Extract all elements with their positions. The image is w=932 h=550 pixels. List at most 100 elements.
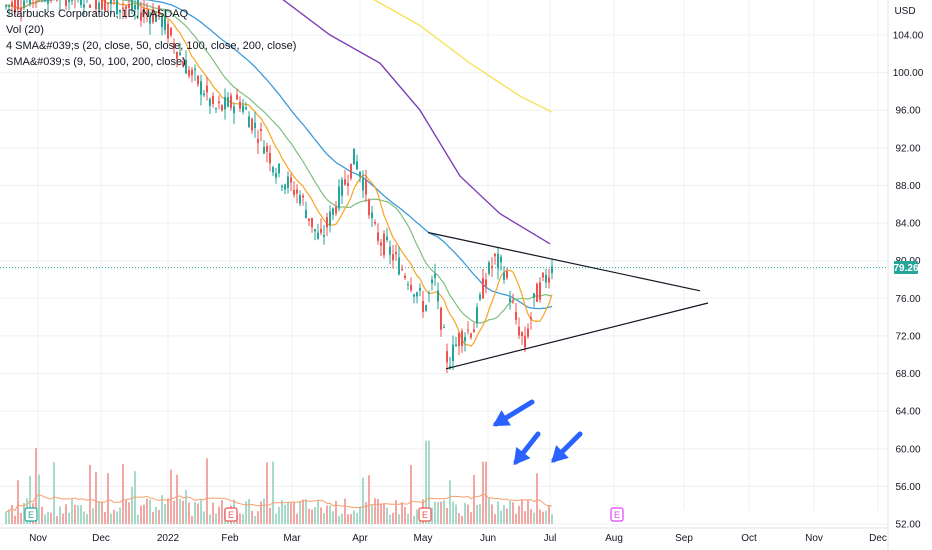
candle-body: [65, 0, 67, 6]
earnings-marker: [610, 507, 624, 522]
legend-sma-short[interactable]: SMA&#039;s (9, 50, 100, 200, close): [6, 56, 186, 68]
candle-body: [83, 4, 85, 8]
candle-body: [395, 252, 397, 255]
volume-bar: [185, 489, 187, 524]
candle-body: [101, 0, 103, 9]
volume-bar: [137, 514, 139, 524]
legend-title[interactable]: Starbucks Corporation, 1D, NASDAQ: [6, 8, 189, 20]
x-tick-label: Nov: [805, 533, 823, 544]
volume-bar: [458, 513, 460, 524]
volume-bar: [506, 508, 508, 524]
volume-bar: [461, 515, 463, 524]
candle-body: [293, 190, 295, 195]
candle-body: [200, 81, 202, 95]
candle-body: [509, 298, 511, 302]
annotation-arrows[interactable]: [492, 399, 583, 466]
volume-bar: [545, 510, 547, 524]
volume-bar: [365, 502, 367, 524]
candle-body: [23, 0, 25, 8]
candle-body: [239, 101, 241, 109]
sma20-line: [6, 0, 553, 324]
candle-body: [182, 61, 184, 66]
earnings-marker-label: E: [422, 510, 428, 520]
triangle-lower-line: [445, 302, 709, 370]
candle-body: [5, 5, 7, 8]
volume-bar: [491, 504, 493, 524]
volume-bar: [38, 474, 40, 524]
volume-bar: [341, 513, 343, 524]
earnings-marker: [418, 507, 432, 522]
candle-body: [401, 268, 403, 270]
candle-body: [20, 7, 22, 11]
candle-body: [290, 177, 292, 183]
volume-bar: [518, 505, 520, 524]
candle-body: [338, 186, 340, 209]
candle-body: [71, 0, 73, 1]
volume-bar: [287, 502, 289, 524]
candle-body: [278, 163, 280, 174]
volume-bar: [68, 512, 70, 524]
time-axis[interactable]: Nov Dec 2022 Feb Mar Apr May Jun Jul Aug Sep Oct Nov…: [0, 527, 888, 544]
volume-bar: [146, 498, 148, 524]
legend-volume[interactable]: Vol (20): [6, 24, 44, 36]
sma50-path: [6, 0, 553, 310]
candle-body: [8, 5, 10, 7]
candle-body: [548, 277, 550, 283]
volume-bar: [473, 474, 475, 524]
volume-bar: [92, 508, 94, 524]
candle-body: [353, 148, 355, 165]
candle-body: [413, 294, 415, 297]
y-tick-label: 104.00: [893, 31, 924, 42]
volume-bar: [11, 504, 13, 524]
y-tick-label: 88.00: [895, 181, 920, 192]
candle-body: [419, 288, 421, 291]
volume-bar: [50, 512, 52, 524]
volume-bar: [488, 498, 490, 524]
volume-bar: [296, 513, 298, 524]
candle-body: [515, 311, 517, 320]
x-tick-label: Dec: [869, 533, 887, 544]
volume-bar: [392, 512, 394, 524]
volume-bar: [299, 501, 301, 524]
price-axis-bg: [888, 0, 932, 550]
volume-bar: [353, 510, 355, 524]
y-tick-label: 92.00: [895, 143, 920, 154]
volume-bar: [275, 513, 277, 524]
volume-bar: [41, 506, 43, 524]
volume-bar: [71, 499, 73, 524]
candle-body: [326, 217, 328, 228]
volume-bar: [17, 480, 19, 524]
volume-bar: [89, 464, 91, 524]
candle-body: [524, 335, 526, 348]
y-tick-label: 60.00: [895, 444, 920, 455]
volume-bar: [281, 500, 283, 524]
candle-body: [374, 221, 376, 224]
price-axis[interactable]: USD104.00100.0096.0092.0088.0084.0080.00…: [887, 0, 932, 550]
volume-bar: [215, 513, 217, 524]
candle-body: [248, 116, 250, 128]
candle-body: [545, 275, 547, 283]
volume-bar: [440, 501, 442, 524]
candle-body: [149, 16, 151, 24]
volume-bar: [332, 511, 334, 524]
sma20-path: [6, 0, 553, 324]
candle-body: [143, 8, 145, 15]
y-tick-label: 56.00: [895, 482, 920, 493]
volume-bar: [248, 499, 250, 524]
candle-body: [347, 183, 349, 186]
candle-body: [197, 75, 199, 85]
candle-body: [404, 275, 406, 279]
candle-body: [245, 107, 247, 110]
volume-bar: [239, 513, 241, 524]
candle-body: [320, 229, 322, 233]
volume-bar: [326, 505, 328, 524]
triangle-pattern[interactable]: [427, 231, 709, 370]
x-tick-label: 2022: [157, 533, 180, 544]
legend-sma4[interactable]: 4 SMA&#039;s (20, close, 50, close, 100,…: [6, 40, 297, 52]
candle-body: [428, 292, 430, 294]
candle-body: [410, 284, 412, 291]
sma100-path: [282, 0, 551, 245]
candle-body: [470, 333, 472, 338]
